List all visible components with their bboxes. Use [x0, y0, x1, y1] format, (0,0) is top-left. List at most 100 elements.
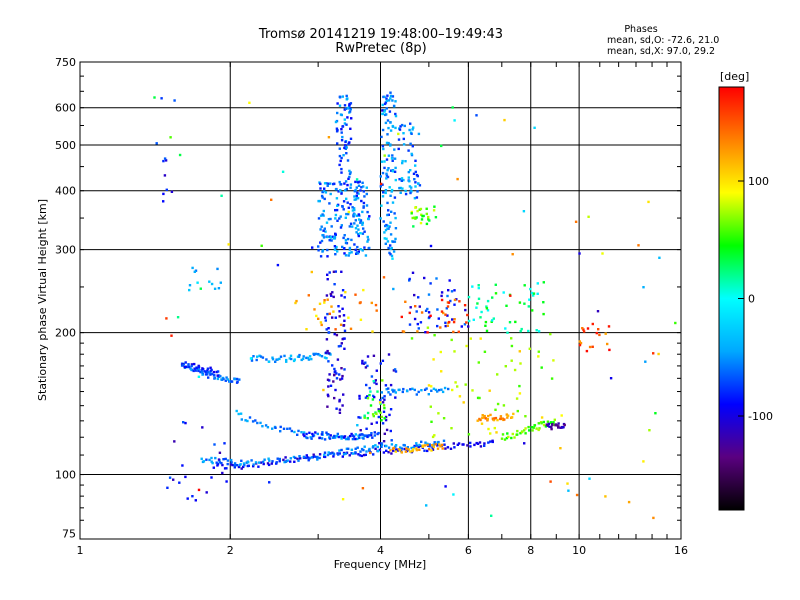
data-point: [385, 97, 388, 100]
data-point: [357, 181, 360, 184]
data-point: [477, 284, 480, 287]
data-point: [349, 102, 353, 105]
data-point: [216, 464, 219, 467]
data-point: [553, 418, 556, 421]
data-point: [562, 426, 565, 429]
data-point: [334, 217, 337, 220]
data-point: [356, 197, 360, 200]
data-point: [416, 330, 419, 333]
data-point: [385, 141, 389, 145]
data-point: [416, 322, 419, 326]
y-tick-label: 400: [55, 185, 76, 198]
data-point: [516, 429, 519, 433]
data-point: [343, 122, 347, 125]
data-point: [502, 291, 505, 294]
data-point: [385, 158, 389, 161]
data-point: [404, 300, 407, 303]
data-point: [361, 433, 364, 436]
data-point: [606, 342, 609, 346]
data-point: [348, 141, 351, 144]
data-point: [394, 178, 397, 182]
data-point: [373, 395, 376, 399]
data-point: [502, 404, 506, 407]
data-point: [279, 425, 282, 429]
data-point: [440, 291, 444, 294]
data-point: [390, 210, 393, 213]
data-point: [210, 368, 213, 372]
data-point: [409, 306, 412, 309]
data-point: [642, 460, 645, 463]
data-point: [172, 478, 175, 481]
data-point: [376, 445, 379, 449]
data-point: [439, 326, 442, 329]
data-point: [410, 186, 413, 189]
data-point: [166, 486, 169, 489]
data-point: [391, 201, 395, 204]
data-point: [479, 337, 482, 340]
data-point: [223, 467, 227, 470]
data-point: [248, 416, 252, 419]
data-point: [387, 353, 391, 356]
data-point: [370, 422, 373, 425]
data-point: [348, 104, 351, 108]
data-point: [326, 405, 329, 408]
data-point: [520, 430, 524, 434]
data-point: [338, 452, 341, 455]
data-point: [510, 344, 514, 348]
data-point: [355, 231, 358, 234]
data-point: [370, 433, 373, 437]
data-point: [485, 305, 488, 308]
data-point: [446, 294, 449, 298]
data-point: [381, 171, 385, 175]
data-point: [530, 426, 534, 429]
data-point: [380, 442, 383, 445]
data-point: [487, 414, 490, 418]
data-point: [366, 210, 369, 214]
data-point: [427, 311, 431, 314]
data-point: [344, 238, 348, 242]
data-point: [484, 320, 488, 324]
data-point: [286, 427, 289, 430]
data-point: [391, 388, 394, 392]
data-point: [282, 427, 286, 430]
data-point: [301, 357, 305, 361]
data-point: [349, 203, 352, 206]
data-point: [302, 431, 306, 434]
data-point: [334, 120, 338, 124]
data-point: [382, 451, 386, 454]
data-point: [439, 350, 442, 354]
data-point: [356, 252, 360, 255]
data-point: [319, 228, 322, 231]
data-point: [411, 128, 414, 131]
data-point: [341, 205, 344, 208]
data-point: [340, 377, 344, 380]
data-point: [349, 327, 353, 330]
data-point: [536, 292, 539, 295]
data-point: [404, 450, 408, 453]
data-point: [338, 315, 341, 318]
data-point: [429, 282, 432, 285]
data-point: [390, 443, 394, 446]
data-point: [343, 182, 346, 185]
data-point: [372, 380, 375, 383]
data-point: [368, 215, 371, 218]
data-point: [294, 301, 297, 305]
data-point: [430, 449, 433, 452]
data-point: [330, 305, 333, 308]
data-point: [431, 448, 435, 451]
data-point: [332, 182, 335, 186]
data-point: [279, 430, 282, 433]
data-point: [240, 467, 243, 470]
data-point: [492, 418, 496, 422]
data-point: [518, 384, 521, 388]
data-point: [311, 434, 315, 438]
data-point: [348, 175, 351, 179]
data-point: [441, 390, 445, 394]
data-point: [476, 302, 479, 305]
data-point: [420, 440, 423, 443]
data-point: [381, 396, 384, 400]
data-point: [274, 360, 277, 363]
data-point: [340, 224, 343, 227]
data-point: [284, 460, 287, 463]
